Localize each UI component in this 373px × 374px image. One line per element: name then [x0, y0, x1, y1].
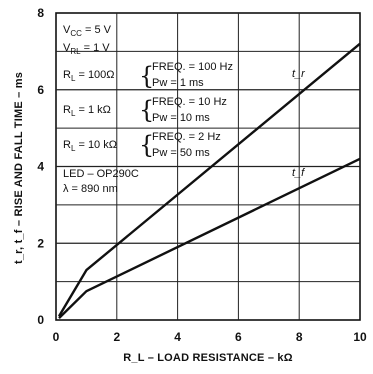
vrl-label: VRL = 1 V [63, 42, 110, 56]
series-line-tr [57, 42, 361, 317]
rl-1k-label: RL = 1 kΩ [63, 104, 111, 118]
x-tick-label-10: 10 [353, 330, 367, 344]
y-tick-label-0: 0 [37, 313, 44, 327]
x-axis-label: R_L – LOAD RESISTANCE – kΩ [123, 352, 292, 364]
x-tick-label-8: 8 [296, 330, 303, 344]
series-label-tr: t_r [292, 68, 306, 80]
y-tick-label-2: 2 [37, 236, 44, 250]
conditions-block: VCC = 5 V VRL = 1 V RL = 100Ω { FREQ. = … [63, 24, 233, 195]
freq-10hz: FREQ. = 10 Hz [152, 96, 227, 108]
tick-layer: 0 2 4 6 8 10 0 2 4 6 8 [37, 6, 367, 344]
wavelength-label: λ = 890 nm [63, 183, 118, 195]
pw-50ms: Pw = 50 ms [152, 147, 210, 159]
pw-1ms: Pw = 1 ms [152, 77, 204, 89]
y-axis-label: t_r, t_f – RISE AND FALL TIME – ms [13, 72, 25, 264]
y-tick-label-4: 4 [37, 160, 44, 174]
vcc-label: VCC = 5 V [63, 24, 112, 38]
pw-10ms: Pw = 10 ms [152, 112, 210, 124]
brace-3: { [139, 131, 154, 159]
series-layer [57, 42, 361, 319]
x-tick-label-4: 4 [174, 330, 181, 344]
rl-10k-label: RL = 10 kΩ [63, 139, 117, 153]
x-tick-label-6: 6 [235, 330, 242, 344]
x-tick-label-0: 0 [53, 330, 60, 344]
x-tick-label-2: 2 [113, 330, 120, 344]
series-line-tf [58, 157, 361, 319]
brace-2: { [139, 96, 154, 124]
y-tick-label-6: 6 [37, 83, 44, 97]
y-tick-label-8: 8 [37, 6, 44, 20]
grid-layer [56, 13, 360, 320]
led-label: LED – OP290C [63, 168, 139, 180]
freq-2hz: FREQ. = 2 Hz [152, 131, 221, 143]
series-label-tf: t_f [292, 167, 305, 179]
rl-100-label: RL = 100Ω [63, 69, 115, 83]
brace-1: { [139, 62, 154, 90]
freq-100hz: FREQ. = 100 Hz [152, 61, 233, 73]
